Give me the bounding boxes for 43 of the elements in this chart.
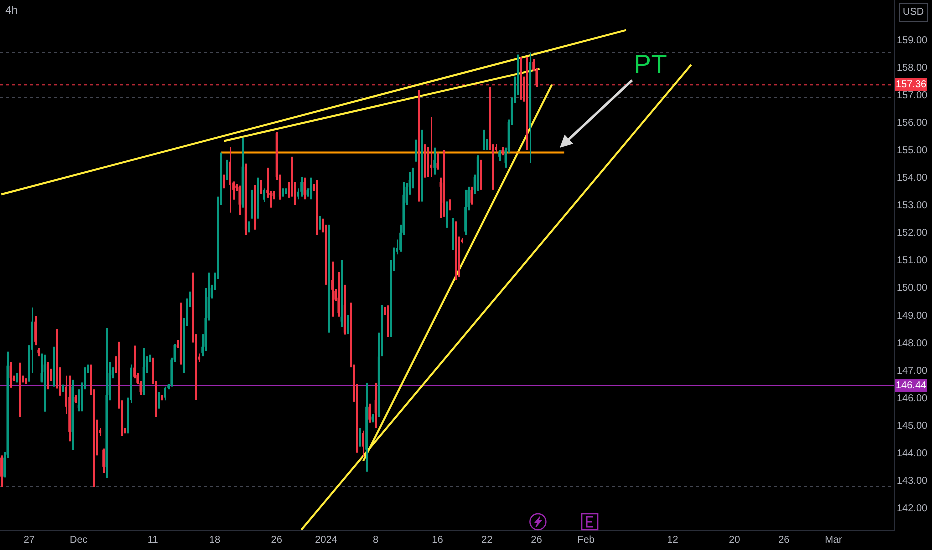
chart-title: 4h (6, 4, 18, 17)
candlestick (340, 260, 343, 328)
candlestick (19, 362, 22, 418)
annotation: PT (634, 49, 668, 79)
y-tick-label: 151.00 (897, 256, 928, 267)
candlestick (430, 117, 433, 178)
y-tick-label: 142.00 (897, 503, 928, 514)
x-tick-label: Dec (70, 535, 88, 546)
x-tick-label: 26 (531, 535, 543, 546)
y-tick-label: 153.00 (897, 200, 928, 212)
y-axis-title: USD (903, 7, 924, 18)
candlestick (328, 224, 330, 333)
y-tick-label: 150.00 (897, 283, 928, 294)
y-tick-label: 147.00 (897, 366, 928, 377)
x-tick-label: 12 (667, 535, 679, 546)
x-tick-label: 2024 (315, 535, 338, 546)
x-tick-label: 26 (271, 535, 283, 546)
y-tick-label: 144.00 (897, 448, 928, 460)
y-tick-label: 148.00 (897, 338, 928, 350)
y-tick-label: 145.00 (897, 420, 928, 432)
y-tick-label: 158.00 (897, 62, 928, 74)
ref-line-label: 157.36 (896, 80, 928, 90)
y-tick-label: 156.00 (897, 118, 928, 130)
y-tick-label: 143.00 (897, 476, 928, 487)
y-tick-label: 149.00 (897, 310, 928, 322)
x-tick-label: 22 (482, 535, 494, 546)
x-tick-label: 20 (729, 535, 741, 546)
ref-line-label: 146.44 (896, 380, 928, 392)
y-tick-label: 159.00 (897, 35, 928, 46)
x-tick-label: 27 (24, 535, 36, 546)
y-tick-label: 152.00 (897, 228, 928, 240)
x-tick-label: 8 (373, 535, 380, 546)
y-tick-label: 157.00 (897, 90, 928, 102)
x-tick-label: 26 (778, 535, 790, 546)
candlestick (310, 178, 312, 200)
y-tick-label: 146.00 (897, 393, 928, 404)
y-tick-label: 154.00 (897, 173, 928, 184)
x-tick-label: 11 (148, 535, 159, 546)
x-tick-label: 18 (209, 535, 221, 546)
x-tick-label: Feb (578, 535, 596, 546)
x-tick-label: Mar (825, 535, 843, 546)
x-tick-label: 16 (432, 535, 444, 546)
y-tick-label: 155.00 (897, 146, 928, 157)
